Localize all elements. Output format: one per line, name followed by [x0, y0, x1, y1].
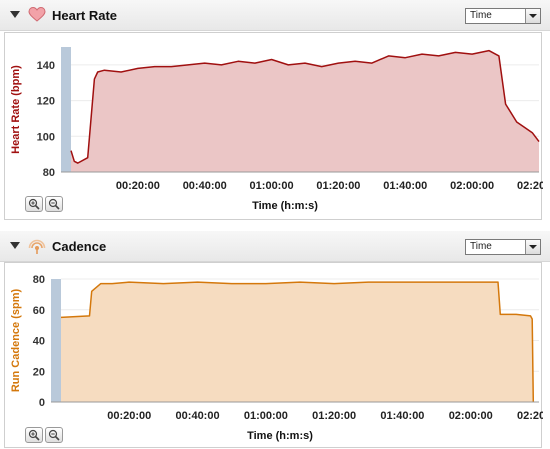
x-axis-select[interactable]: Time [465, 8, 541, 24]
x-tick-label: 02:00:00 [450, 180, 494, 192]
y-axis-title: Run Cadence (spm) [10, 289, 22, 393]
x-tick-label: 01:00:00 [250, 180, 294, 192]
zoom-out-button[interactable] [45, 196, 63, 212]
y-axis-title: Heart Rate (bpm) [10, 65, 22, 154]
zoom-out-button[interactable] [45, 427, 63, 443]
x-tick-label: 01:40:00 [380, 410, 424, 422]
series-line [70, 49, 540, 164]
x-axis-select[interactable]: Time [465, 239, 541, 255]
collapse-caret-icon[interactable] [10, 242, 20, 249]
y-tick-label: 60 [33, 305, 45, 317]
heart-rate-chart: 80 100 120 140 00:20:00 00:40:00 01:00:00 01:20… [10, 47, 543, 212]
cadence-panel-header: Cadence Time [0, 231, 550, 262]
x-tick-label: 01:20:00 [312, 410, 356, 422]
x-tick-label: 01:40:00 [383, 180, 427, 192]
zoom-in-button[interactable] [25, 427, 43, 443]
select-value: Time [470, 241, 492, 252]
y-tick-label: 120 [37, 96, 55, 108]
heart-rate-panel-header: Heart Rate Time [0, 0, 550, 31]
y-tick-label: 40 [33, 336, 45, 348]
cadence-chart-frame: 0 20 40 60 80 00:20:00 00:40:00 01:00:00 01:20:0… [4, 262, 543, 448]
x-tick-label: 00:40:00 [176, 410, 220, 422]
zoom-in-icon [28, 429, 40, 441]
y-tick-label: 80 [33, 274, 45, 286]
y-axis-strip [61, 47, 71, 172]
x-tick-label: 02:20:00 [517, 410, 543, 422]
series-line [60, 281, 535, 403]
x-tick-label: 02:20:00 [517, 180, 543, 192]
x-axis-title: Time (h:m:s) [252, 200, 318, 212]
heart-rate-chart-frame: 80 100 120 140 00:20:00 00:40:00 01:00:00 01:20… [4, 32, 543, 220]
x-tick-label: 00:40:00 [183, 180, 227, 192]
series-area [71, 50, 539, 172]
dropdown-arrow-icon[interactable] [525, 240, 540, 254]
select-value: Time [470, 10, 492, 21]
x-tick-label: 01:20:00 [316, 180, 360, 192]
panel-title: Cadence [52, 239, 107, 254]
zoom-in-button[interactable] [25, 196, 43, 212]
x-tick-label: 01:00:00 [244, 410, 288, 422]
dropdown-arrow-icon[interactable] [525, 9, 540, 23]
panel-title: Heart Rate [52, 8, 118, 23]
y-axis-strip [51, 279, 61, 402]
y-tick-label: 0 [39, 397, 45, 409]
y-tick-label: 140 [37, 60, 55, 72]
y-tick-label: 80 [43, 167, 55, 179]
zoom-in-icon [28, 198, 40, 210]
runner-icon [28, 239, 46, 254]
series-area [61, 282, 534, 402]
y-tick-label: 20 [33, 366, 45, 378]
y-tick-label: 100 [37, 131, 55, 143]
x-tick-label: 02:00:00 [449, 410, 493, 422]
zoom-out-icon [48, 198, 60, 210]
x-axis-title: Time (h:m:s) [247, 430, 313, 442]
x-tick-label: 00:20:00 [116, 180, 160, 192]
zoom-out-icon [48, 429, 60, 441]
x-tick-label: 00:20:00 [107, 410, 151, 422]
heart-icon [28, 6, 46, 22]
collapse-caret-icon[interactable] [10, 11, 20, 18]
cadence-chart: 0 20 40 60 80 00:20:00 00:40:00 01:00:00 01:20:0… [10, 274, 543, 442]
